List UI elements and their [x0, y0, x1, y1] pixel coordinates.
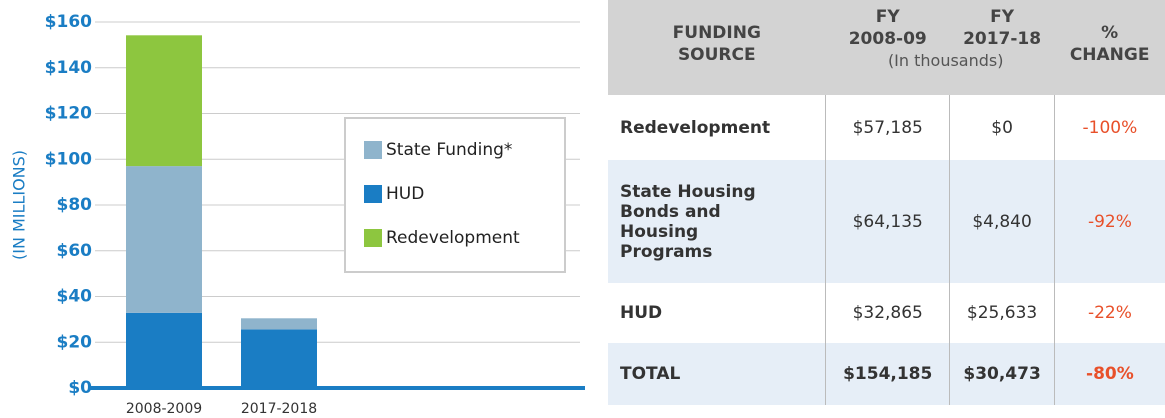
subheader: (In thousands): [887, 51, 1004, 70]
y-tick-label: $80: [57, 195, 93, 215]
header-cell: % CHANGE: [1054, 0, 1165, 95]
bar-segment: [241, 329, 317, 388]
table-cell: -92%: [1053, 160, 1165, 283]
bar-segment: [126, 166, 202, 313]
header-text: FY 2008-09: [848, 7, 927, 49]
table-cell: HUD: [620, 303, 663, 323]
y-tick-label: $100: [45, 149, 92, 169]
table-cell: $32,865: [825, 283, 950, 343]
legend-label: State Funding*: [386, 140, 512, 160]
legend-swatch: [364, 141, 382, 159]
table-cell: TOTAL: [608, 343, 826, 405]
y-tick-label: $60: [57, 241, 93, 261]
legend-swatch: [364, 229, 382, 247]
x-tick-label: 2017-2018: [241, 401, 317, 417]
bar-segment: [126, 35, 202, 167]
bar-segment: [241, 318, 317, 330]
y-tick-label: $40: [57, 287, 93, 307]
y-axis-label: (IN MILLIONS): [10, 150, 29, 260]
y-tick-label: $140: [45, 58, 92, 78]
table-cell: $64,135: [825, 160, 950, 283]
header-cell: FY 2017-18: [949, 0, 1055, 95]
table-cell: -80%: [1053, 343, 1165, 405]
table-cell: -100%: [1053, 95, 1165, 160]
chart: (IN MILLIONS) $0 $20 $40 $60 $80 $100 $120 $140…: [10, 12, 585, 417]
header-row: FUNDING SOURCE FY 2008-09 (In thousands) FY…: [608, 0, 1165, 95]
legend-swatch: [364, 185, 382, 203]
header-cell: FY 2008-09 (In thousands): [825, 0, 1003, 95]
y-tick-label: $0: [68, 378, 92, 398]
funding-table: FUNDING SOURCE FY 2008-09 (In thousands) FY…: [608, 0, 1165, 405]
header-text: FY 2017-18: [963, 7, 1042, 49]
table-cell: $4,840: [949, 160, 1055, 283]
table-cell: -22%: [1053, 283, 1165, 343]
x-tick-label: 2008-2009: [126, 401, 202, 417]
y-tick-label: $20: [57, 332, 93, 352]
table-cell: $30,473: [949, 343, 1055, 405]
header-text: FUNDING SOURCE: [672, 23, 761, 65]
table-row: Redevelopment $57,185 $0 -100%: [608, 95, 1165, 160]
table-cell: $154,185: [825, 343, 950, 405]
header-text: % CHANGE: [1069, 23, 1150, 65]
table-row: HUD $32,865 $25,633 -22%: [608, 283, 1165, 343]
bar-segment: [126, 312, 202, 388]
legend-label: HUD: [386, 184, 424, 204]
header-cell: FUNDING SOURCE: [608, 0, 826, 95]
table-cell: Redevelopment: [620, 117, 771, 138]
table-cell: $25,633: [949, 283, 1055, 343]
table-row: State Housing Bonds and Housing Programs…: [608, 160, 1165, 283]
table-cell: State Housing Bonds and Housing Programs: [608, 160, 826, 283]
table-row: TOTAL $154,185 $30,473 -80%: [608, 343, 1165, 405]
table-cell: $57,185: [825, 95, 950, 160]
y-tick-label: $120: [45, 104, 92, 124]
table-cell: $0: [949, 95, 1055, 160]
legend-label: Redevelopment: [386, 228, 520, 248]
y-tick-label: $160: [45, 12, 92, 32]
